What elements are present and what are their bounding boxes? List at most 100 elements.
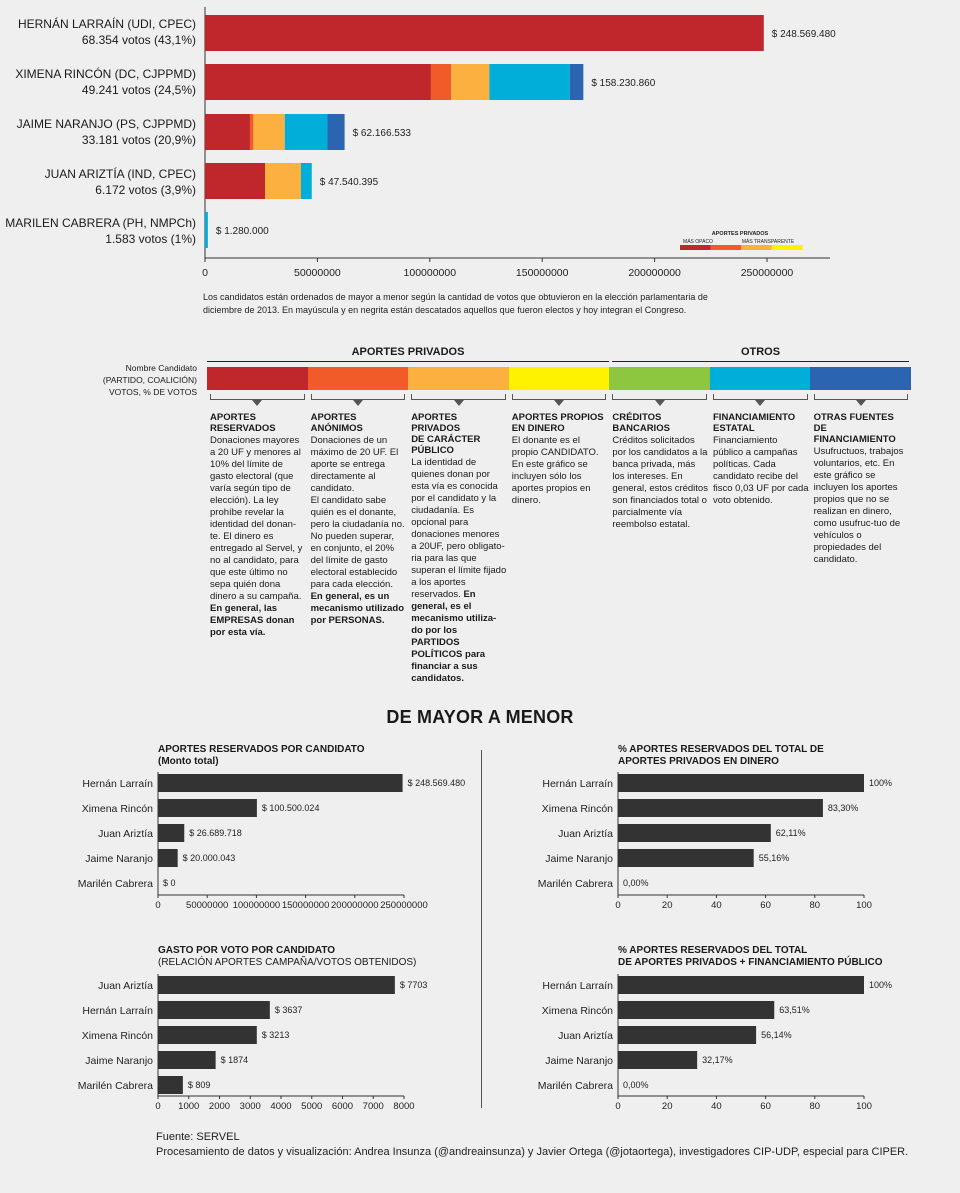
footer-source: Fuente: SERVEL bbox=[156, 1131, 240, 1143]
x-tick-label: 40 bbox=[711, 900, 722, 911]
x-tick-label: 0 bbox=[155, 900, 160, 911]
category-swatch bbox=[508, 367, 610, 390]
chart3-subtitle: (RELACIÓN APORTES CAMPAÑA/VOTOS OBTENIDO… bbox=[158, 957, 417, 968]
x-tick-label: 50000000 bbox=[186, 900, 228, 911]
candidate-name: HERNÁN LARRAÍN (UDI, CPEC) bbox=[17, 17, 196, 31]
category-title: APORTES PROPIOS EN DINERO bbox=[511, 412, 604, 434]
value-label: 62,11% bbox=[776, 828, 806, 838]
category-label: Marilén Cabrera bbox=[78, 1080, 153, 1092]
category-label: Juan Ariztía bbox=[558, 828, 613, 840]
chart-note: Los candidatos están ordenados de mayor … bbox=[203, 292, 708, 315]
x-tick-label: 200000000 bbox=[628, 267, 681, 279]
chart2-title: % APORTES RESERVADOS DEL TOTAL DE APORTE… bbox=[618, 744, 824, 768]
value-label: 100% bbox=[869, 980, 892, 990]
x-tick-label: 250000000 bbox=[741, 267, 794, 279]
category-bracket bbox=[310, 394, 406, 400]
bar-segment bbox=[569, 64, 584, 100]
category-swatch bbox=[810, 367, 912, 390]
category-bracket bbox=[511, 394, 607, 400]
category-pointer bbox=[453, 400, 464, 406]
category-description: Financiamiento público a campañas políti… bbox=[713, 435, 809, 506]
x-tick-label: 20 bbox=[662, 900, 673, 911]
category-description: Créditos solicitados por los candidatos … bbox=[612, 435, 708, 530]
chart1-title-text: APORTES RESERVADOS POR CANDIDATO bbox=[158, 744, 365, 755]
category-description: La identidad de quienes donan por esta v… bbox=[411, 457, 507, 684]
value-label: 32,17% bbox=[702, 1055, 733, 1065]
category-description: Donaciones de un máximo de 20 UF. El apo… bbox=[310, 435, 405, 626]
bar-total-label: $ 158.230.860 bbox=[591, 78, 655, 89]
bar bbox=[618, 1051, 698, 1069]
x-tick-label: 3000 bbox=[240, 1101, 261, 1112]
bar bbox=[618, 824, 771, 842]
x-tick-label: 6000 bbox=[332, 1101, 353, 1112]
category-highlight: En general, es el mecanismo utiliza-do p… bbox=[411, 589, 497, 684]
candidate-label: XIMENA RINCÓN (DC, CJPPMD) 49.241 votos … bbox=[15, 66, 196, 98]
bar-segment bbox=[451, 64, 490, 100]
category-label: Ximena Rincón bbox=[82, 803, 153, 815]
bar-segment bbox=[205, 15, 764, 51]
category-label: Ximena Rincón bbox=[542, 1005, 613, 1017]
bar-segment bbox=[205, 212, 208, 248]
category-label: Marilén Cabrera bbox=[538, 1080, 613, 1092]
category-label: Jaime Naranjo bbox=[545, 1055, 613, 1067]
bar-segment bbox=[430, 64, 452, 100]
x-tick-label: 0 bbox=[202, 267, 208, 279]
x-tick-label: 60 bbox=[760, 900, 771, 911]
value-label: $ 1874 bbox=[221, 1055, 249, 1065]
small-chart-3: Juan Ariztía $ 7703 Hernán Larraín $ 3637 Xi… bbox=[78, 974, 427, 1112]
bar-segment bbox=[205, 114, 250, 150]
category-label: Jaime Naranjo bbox=[85, 853, 153, 865]
bar bbox=[618, 774, 864, 792]
group-private-line bbox=[207, 361, 609, 362]
category-label: Ximena Rincón bbox=[542, 803, 613, 815]
candidate-label: JUAN ARIZTÍA (IND, CPEC) 6.172 votos (3,… bbox=[45, 166, 196, 198]
candidate-label: MARILEN CABRERA (PH, NMPCh) 1.583 votos … bbox=[5, 215, 196, 247]
x-tick-label: 8000 bbox=[393, 1101, 414, 1112]
category-label: Hernán Larraín bbox=[82, 778, 153, 790]
x-tick-label: 80 bbox=[810, 900, 821, 911]
footer: Fuente: SERVEL Procesamiento de datos y … bbox=[156, 1130, 908, 1160]
category-title: FINANCIAMIENTO ESTATAL bbox=[713, 412, 796, 434]
category-bracket bbox=[210, 394, 305, 400]
category-pointer bbox=[654, 400, 665, 406]
bar bbox=[158, 824, 185, 842]
chart4-title: % APORTES RESERVADOS DEL TOTAL DE APORTE… bbox=[618, 945, 883, 969]
bar bbox=[158, 799, 257, 817]
chart1-title: APORTES RESERVADOS POR CANDIDATO (Monto … bbox=[158, 744, 365, 768]
x-tick-label: 200000000 bbox=[331, 900, 379, 911]
bar bbox=[618, 799, 823, 817]
category-column: FINANCIAMIENTO ESTATAL Financiamiento púb… bbox=[713, 412, 809, 507]
candidate-votes: 1.583 votos (1%) bbox=[105, 232, 196, 246]
candidate-name: MARILEN CABRERA (PH, NMPCh) bbox=[5, 216, 196, 230]
legend-swatch bbox=[710, 245, 742, 250]
section-title: DE MAYOR A MENOR bbox=[386, 707, 574, 727]
category-label: Juan Ariztía bbox=[98, 980, 153, 992]
x-tick-label: 250000000 bbox=[380, 900, 428, 911]
category-description: Usufructuos, trabajos voluntarios, etc. … bbox=[813, 446, 904, 565]
category-swatch bbox=[307, 367, 409, 390]
chart2-subtitle: APORTES PRIVADOS EN DINERO bbox=[618, 756, 779, 767]
category-label: Hernán Larraín bbox=[542, 980, 613, 992]
stacked-bar-chart: $ 248.569.480 $ 158.230.860 $ 62.166.533 $ … bbox=[202, 7, 836, 279]
bar bbox=[158, 1076, 183, 1094]
category-label: Marilén Cabrera bbox=[538, 878, 613, 890]
chart4-subtitle: DE APORTES PRIVADOS + FINANCIAMIENTO PÚB… bbox=[618, 957, 883, 968]
category-label: Juan Ariztía bbox=[558, 1030, 613, 1042]
category-swatch bbox=[709, 367, 811, 390]
category-side-label: Nombre Candidato (PARTIDO, COALICIÓN) VO… bbox=[102, 363, 197, 397]
value-label: $ 809 bbox=[188, 1080, 211, 1090]
category-bracket bbox=[813, 394, 909, 400]
small-chart-2: Hernán Larraín 100% Ximena Rincón 83,30% Jua… bbox=[538, 772, 892, 911]
chart3-title-text: GASTO POR VOTO POR CANDIDATO bbox=[158, 945, 336, 956]
bar-segment bbox=[205, 64, 431, 100]
bar bbox=[158, 976, 395, 994]
candidate-label: HERNÁN LARRAÍN (UDI, CPEC) 68.354 votos … bbox=[18, 16, 196, 48]
group-other-line bbox=[612, 361, 909, 362]
category-label: Hernán Larraín bbox=[82, 1005, 153, 1017]
bar bbox=[618, 1026, 757, 1044]
bar bbox=[158, 849, 178, 867]
x-tick-label: 4000 bbox=[270, 1101, 291, 1112]
x-tick-label: 150000000 bbox=[516, 267, 569, 279]
group-private-header: APORTES PRIVADOS bbox=[351, 346, 465, 358]
